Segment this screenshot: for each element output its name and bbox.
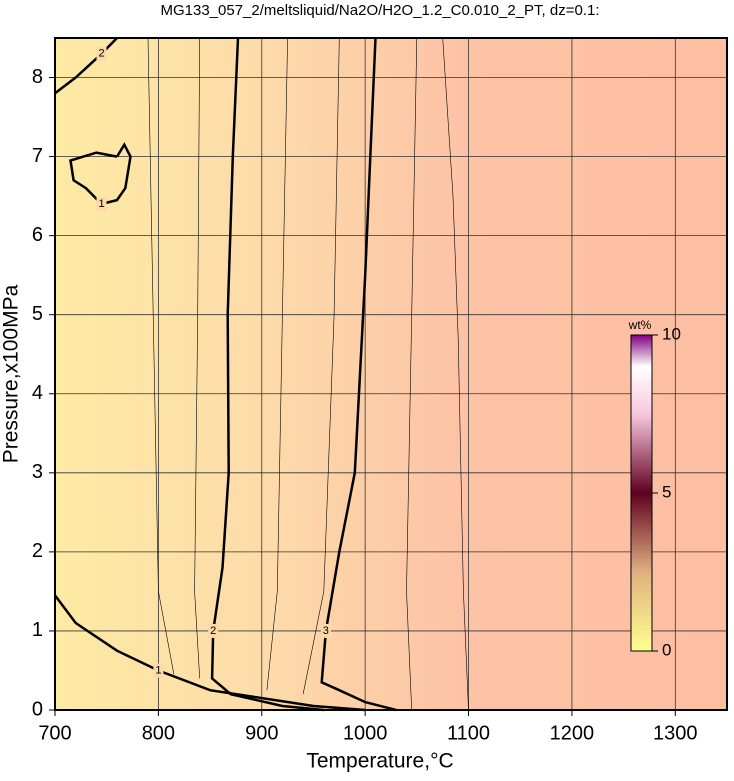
colorbar-tick-label: 5: [662, 482, 671, 501]
y-tick-label: 7: [32, 145, 43, 167]
colorbar-tick-label: 10: [662, 324, 681, 343]
y-tick-label: 8: [32, 66, 43, 88]
y-tick-label: 5: [32, 303, 43, 325]
y-tick-label: 1: [32, 619, 43, 641]
y-tick-label: 2: [32, 540, 43, 562]
contour-line: [320, 37, 397, 712]
chart-title: MG133_057_2/meltsliquid/Na2O/H2O_1.2_C0.…: [160, 2, 599, 19]
contour-line: [210, 37, 324, 712]
contour-line: [442, 37, 469, 711]
contour-line: [54, 37, 118, 95]
contour-label-bg: [96, 197, 107, 212]
colorbar-tick-label: 0: [662, 640, 671, 659]
colorbar-label: wt%: [628, 318, 652, 332]
plot: 1 1 2 2 3: [54, 37, 727, 712]
y-tick-label: 3: [32, 461, 43, 483]
x-tick-label: 700: [38, 722, 71, 744]
y-tick-label: 4: [32, 382, 43, 404]
plot-frame: [54, 37, 728, 711]
contour-line: [147, 37, 175, 675]
contour-label: 1: [155, 664, 161, 676]
x-tick-label: 1100: [447, 722, 490, 744]
contour-line: [302, 37, 340, 695]
x-tick-label: 1000: [343, 722, 388, 744]
x-tick-label: 900: [245, 722, 278, 744]
contour-label: 1: [98, 198, 104, 210]
x-tick-label: 1200: [550, 722, 595, 744]
y-axis-label: Pressure,x100MPa: [0, 284, 23, 463]
x-tick-label: 1300: [653, 722, 698, 744]
contour-label-bg: [320, 623, 331, 638]
contour-label-bg: [96, 46, 107, 61]
y-tick-label: 6: [32, 224, 43, 246]
contour-label-bg: [153, 663, 164, 678]
y-tick-label: 0: [32, 698, 43, 720]
contour-line: [266, 37, 288, 691]
x-tick-label: 800: [142, 722, 175, 744]
contour-label: 2: [210, 625, 216, 637]
colorbar: [630, 334, 653, 652]
plot-background: [55, 38, 727, 710]
contour-label-bg: [208, 623, 219, 638]
x-axis-label: Temperature,°C: [306, 750, 453, 773]
contour-label: 3: [323, 625, 329, 637]
contour-line: [194, 37, 200, 679]
contour-label: 2: [98, 48, 104, 60]
contour-line: [406, 37, 418, 711]
